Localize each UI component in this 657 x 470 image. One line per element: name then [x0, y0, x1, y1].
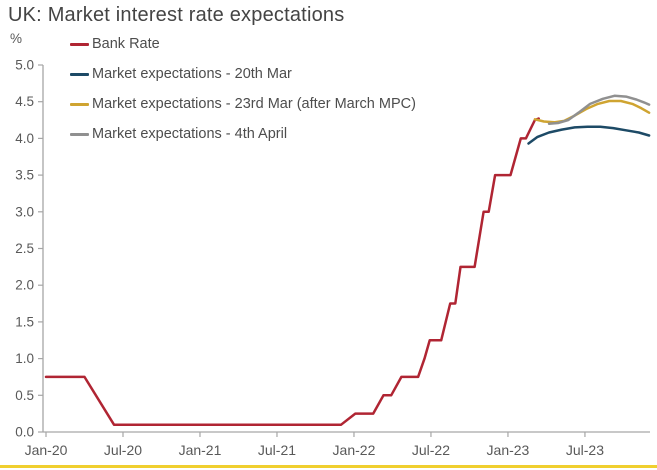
legend-swatch-expectations-23rd-mar [70, 102, 89, 106]
chart-title: UK: Market interest rate expectations [8, 4, 345, 26]
y-tick-label: 5.0 [15, 58, 34, 73]
y-tick-label: 4.5 [15, 94, 34, 109]
x-tick-label: Jul-20 [104, 442, 142, 458]
series-line-3 [547, 94, 651, 125]
series-line-1 [527, 125, 651, 145]
x-tick-label: Jul-22 [412, 442, 450, 458]
x-tick-label: Jul-23 [566, 442, 604, 458]
y-tick-label: 1.0 [15, 351, 34, 366]
x-tick-label: Jul-21 [258, 442, 296, 458]
legend-item-expectations-20th-mar: Market expectations - 20th Mar [70, 59, 416, 89]
y-tick-label: 0.0 [15, 425, 34, 440]
legend-label-expectations-20th-mar: Market expectations - 20th Mar [92, 66, 292, 82]
series-line-0 [44, 117, 540, 426]
y-tick-label: 2.5 [15, 241, 34, 256]
bottom-accent-bar [0, 465, 657, 468]
legend-swatch-bank-rate [70, 42, 89, 46]
x-tick-label: Jan-21 [179, 442, 222, 458]
y-tick-label: 4.0 [15, 131, 34, 146]
y-tick-label: 2.0 [15, 278, 34, 293]
legend-label-bank-rate: Bank Rate [92, 36, 160, 52]
legend-item-expectations-4th-april: Market expectations - 4th April [70, 119, 416, 149]
legend-label-expectations-23rd-mar: Market expectations - 23rd Mar (after Ma… [92, 96, 416, 112]
legend-swatch-expectations-4th-april [70, 132, 89, 136]
series-line-2 [533, 99, 651, 124]
legend-item-bank-rate: Bank Rate [70, 29, 416, 59]
x-tick-label: Jan-23 [487, 442, 530, 458]
y-tick-label: 1.5 [15, 314, 34, 329]
legend-item-expectations-23rd-mar: Market expectations - 23rd Mar (after Ma… [70, 89, 416, 119]
y-axis-unit-label: % [10, 31, 23, 46]
x-tick-label: Jan-20 [25, 442, 68, 458]
legend-swatch-expectations-20th-mar [70, 72, 89, 76]
y-tick-label: 0.5 [15, 388, 34, 403]
y-tick-label: 3.5 [15, 168, 34, 183]
x-tick-label: Jan-22 [333, 442, 376, 458]
legend-label-expectations-4th-april: Market expectations - 4th April [92, 126, 288, 142]
y-tick-label: 3.0 [15, 204, 34, 219]
chart-legend: Bank Rate Market expectations - 20th Mar… [70, 29, 416, 149]
